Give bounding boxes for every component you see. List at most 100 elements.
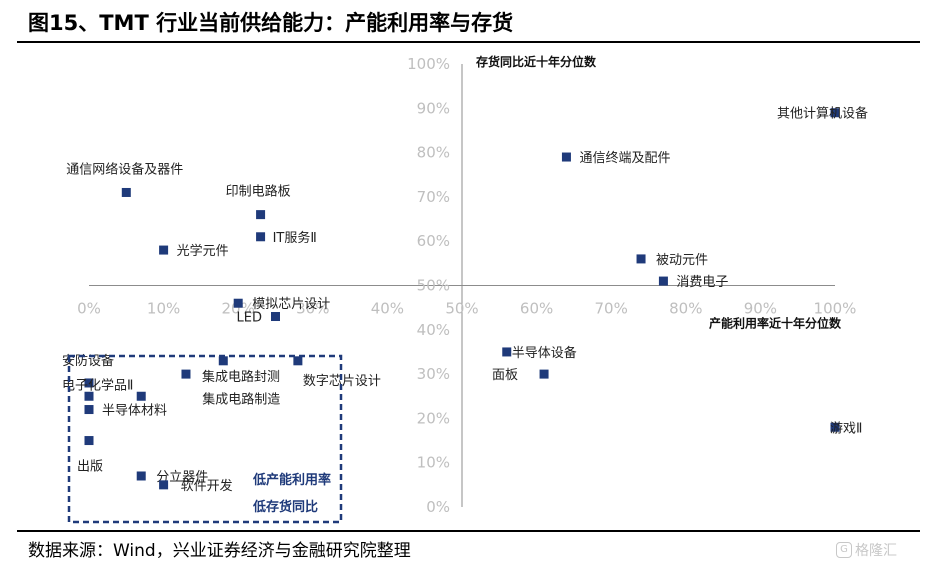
x-tick-label: 80%: [669, 300, 702, 318]
x-tick-label: 10%: [147, 300, 180, 318]
data-point: 面板: [492, 368, 549, 383]
x-tick-label: 100%: [814, 300, 857, 318]
y-tick-label: 60%: [417, 232, 450, 250]
data-point: 光学元件: [159, 243, 229, 259]
point-label: 分立器件: [156, 470, 208, 485]
point-marker: [271, 312, 280, 322]
point-label: 通信终端及配件: [579, 150, 670, 166]
point-marker: [830, 108, 840, 118]
point-label: 消费电子: [676, 275, 728, 290]
data-point: 分立器件: [136, 470, 208, 485]
point-label: 数字芯片设计: [303, 374, 381, 389]
annotation-low-utilization: 低产能利用率: [252, 472, 331, 488]
point-marker: [502, 347, 512, 357]
y-tick-label: 20%: [417, 409, 450, 427]
point-label: 出版: [77, 460, 103, 475]
x-tick-label: 40%: [371, 300, 404, 318]
point-marker: [561, 152, 571, 162]
y-tick-label: 90%: [417, 99, 450, 117]
point-marker: [121, 187, 131, 197]
y-axis-title: 存货同比近十年分位数: [475, 54, 597, 69]
y-tick-label: 30%: [417, 365, 450, 383]
point-marker: [293, 356, 303, 366]
point-label: 模拟芯片设计: [252, 297, 330, 312]
point-marker: [159, 245, 169, 255]
point-marker: [84, 436, 94, 446]
point-label: 集成电路制造: [202, 391, 280, 407]
point-marker: [136, 471, 146, 481]
y-tick-label: 70%: [417, 188, 450, 206]
source-note: 数据来源：Wind，兴业证券经济与金融研究院整理: [28, 541, 411, 561]
watermark: G 格隆汇: [836, 540, 897, 560]
y-tick-label: 50%: [417, 277, 450, 295]
bottom-divider: [17, 530, 920, 532]
point-marker: [233, 298, 243, 308]
data-point: 游戏Ⅱ: [830, 421, 862, 436]
point-marker: [830, 422, 840, 432]
low-quadrant-box: [67, 354, 343, 524]
point-label: IT服务Ⅱ: [273, 230, 317, 246]
x-tick-label: 50%: [445, 300, 478, 318]
point-label: 光学元件: [177, 243, 229, 259]
x-tick-label: 60%: [520, 300, 553, 318]
point-label: 印制电路板: [226, 184, 291, 200]
x-tick-label: 20%: [222, 300, 255, 318]
y-tick-label: 10%: [417, 454, 450, 472]
point-marker: [218, 356, 228, 366]
point-label: 半导体设备: [512, 345, 577, 361]
data-point: 数字芯片设计: [293, 356, 381, 389]
annotation-low-inventory: 低存货同比: [252, 499, 318, 515]
watermark-logo-icon: G: [836, 542, 852, 558]
data-point: 集成电路封测: [218, 356, 228, 366]
data-point: 半导体设备: [502, 345, 577, 361]
watermark-text: 格隆汇: [855, 543, 897, 559]
x-tick-label: 90%: [744, 300, 777, 318]
point-marker: [84, 378, 94, 388]
data-point: LED: [237, 311, 280, 326]
data-point: IT服务Ⅱ: [256, 230, 317, 246]
data-point: 消费电子: [658, 275, 728, 290]
point-marker: [658, 276, 668, 286]
point-marker: [84, 405, 94, 415]
point-marker: [159, 480, 169, 490]
point-label: 其他计算机设备: [777, 106, 868, 122]
data-point: 通信网络设备及器件: [66, 161, 183, 197]
point-marker: [84, 391, 94, 401]
point-label: LED: [237, 311, 262, 326]
point-label: 面板: [492, 368, 518, 383]
point-label: 电子化学品Ⅱ: [62, 377, 133, 393]
data-point: 集成电路制造: [136, 391, 280, 407]
point-marker: [256, 232, 266, 242]
point-marker: [136, 391, 146, 401]
data-point: 半导体材料: [84, 404, 167, 419]
point-label: 通信网络设备及器件: [66, 161, 183, 177]
point-label: 半导体材料: [102, 404, 167, 419]
y-tick-label: 80%: [417, 144, 450, 162]
data-point: 模拟芯片设计: [233, 297, 330, 312]
point-label: 游戏Ⅱ: [830, 421, 862, 436]
top-divider: [17, 41, 920, 43]
data-point: 集成电路封测: [181, 369, 280, 385]
y-tick-label: 40%: [417, 321, 450, 339]
point-marker: [256, 210, 266, 220]
data-point: 印制电路板: [226, 184, 291, 220]
x-axis-title: 产能利用率近十年分位数: [709, 316, 842, 331]
chart-title: 图15、TMT 行业当前供给能力：产能利用率与存货: [28, 11, 514, 35]
point-label: 集成电路封测: [202, 369, 280, 385]
data-point: 电子化学品Ⅱ: [62, 377, 133, 401]
y-tick-label: 100%: [407, 55, 450, 73]
data-point: 其他计算机设备: [777, 106, 868, 122]
x-tick-label: 70%: [595, 300, 628, 318]
data-point: 出版: [77, 436, 103, 475]
data-point: 通信终端及配件: [561, 150, 670, 166]
point-marker: [539, 369, 549, 379]
y-tick-label: 0%: [426, 498, 450, 516]
data-point: 软件开发: [159, 478, 233, 494]
x-tick-label: 0%: [77, 300, 101, 318]
axes: 0% 10% 20% 30% 40% 50% 60% 70% 80% 90% 100% 0% 10% 20…: [77, 54, 856, 516]
data-point: 被动元件: [636, 253, 708, 268]
x-tick-label: 30%: [296, 300, 329, 318]
point-label: 被动元件: [656, 253, 708, 268]
